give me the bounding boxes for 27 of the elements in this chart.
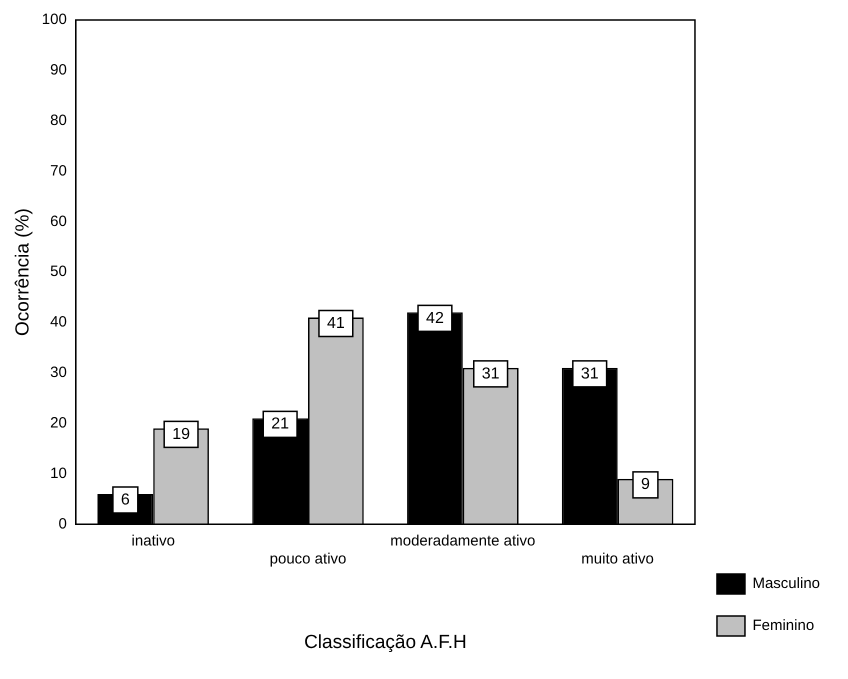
x-axis-title: Classificação A.F.H [304,632,467,653]
y-tick-label: 80 [50,112,67,129]
y-axis-title: Ocorrência (%) [12,208,34,336]
x-tick-label: inativo [132,532,175,550]
data-label: 31 [482,365,500,382]
y-tick-label: 40 [50,314,67,331]
y-tick-label: 100 [42,11,67,28]
legend-label: Feminino [752,617,814,634]
data-label: 21 [271,416,290,433]
legend-label: Masculino [752,575,820,592]
data-label: 31 [580,365,599,382]
data-label: 42 [426,310,444,327]
y-tick-label: 70 [50,162,67,180]
data-label: 41 [326,314,345,332]
y-tick-label: 30 [50,364,67,382]
data-label: 19 [172,426,190,443]
y-tick-label: 0 [58,515,67,532]
y-tick-label: 10 [50,464,67,482]
data-label: 9 [640,476,650,494]
y-tick-label: 20 [50,414,67,432]
x-tick-label: moderadamente ativo [390,532,536,550]
y-tick-label: 90 [50,62,67,79]
y-tick-label: 50 [50,263,67,280]
x-tick-label: muito ativo [581,550,654,568]
x-tick-label: pouco ativo [270,550,346,568]
y-tick-label: 60 [50,212,67,230]
data-label: 6 [120,491,130,508]
